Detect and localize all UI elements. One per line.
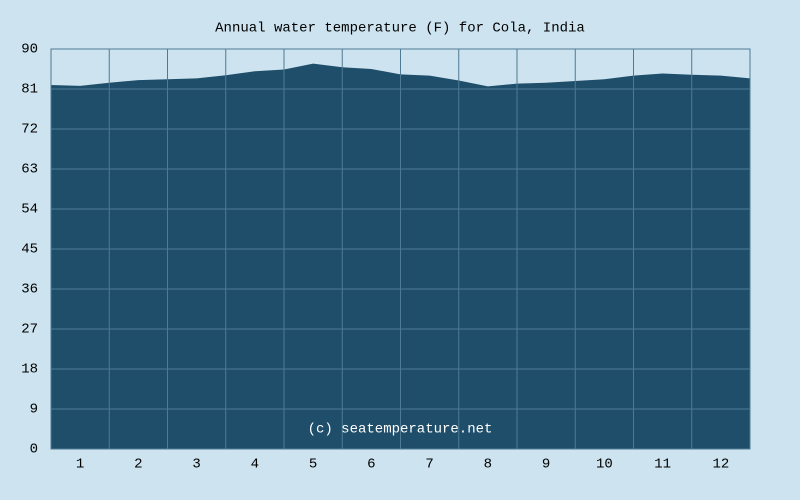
x-tick-label: 7 <box>425 457 433 473</box>
y-tick-label: 0 <box>30 442 38 458</box>
y-tick-label: 27 <box>21 322 38 338</box>
y-tick-label: 9 <box>30 402 38 418</box>
y-tick-label: 81 <box>21 82 38 98</box>
chart-title: Annual water temperature (F) for Cola, I… <box>215 21 585 37</box>
x-tick-label: 6 <box>367 457 375 473</box>
watermark: (c) seatemperature.net <box>308 422 493 438</box>
y-tick-label: 90 <box>21 42 38 58</box>
x-tick-label: 9 <box>542 457 550 473</box>
x-tick-label: 1 <box>76 457 84 473</box>
x-tick-label: 2 <box>134 457 142 473</box>
x-tick-label: 10 <box>596 457 613 473</box>
x-tick-label: 8 <box>484 457 492 473</box>
x-tick-label: 12 <box>712 457 729 473</box>
x-tick-label: 3 <box>192 457 200 473</box>
y-tick-label: 18 <box>21 362 38 378</box>
y-tick-label: 36 <box>21 282 38 298</box>
plot-border <box>50 48 751 450</box>
x-tick-label: 5 <box>309 457 317 473</box>
y-tick-label: 72 <box>21 122 38 138</box>
y-tick-label: 45 <box>21 242 38 258</box>
y-tick-label: 54 <box>21 202 38 218</box>
y-tick-label: 63 <box>21 162 38 178</box>
x-tick-label: 11 <box>654 457 671 473</box>
x-tick-label: 4 <box>251 457 259 473</box>
